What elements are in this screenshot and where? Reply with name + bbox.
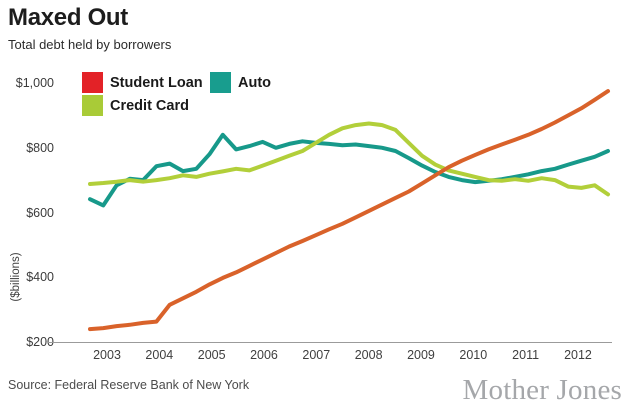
x-axis-tick-label: 2008 <box>354 348 383 362</box>
y-axis-tick-label: $200 <box>26 335 54 349</box>
y-axis-tick-label: $800 <box>26 140 54 155</box>
x-axis-tick-label: 2006 <box>250 348 278 362</box>
legend: Student Loan Auto Credit Card <box>82 72 271 116</box>
legend-label-student-loan: Student Loan <box>110 74 203 91</box>
motherjones-logo: Mother Jones <box>462 374 622 406</box>
chart-area: ($billions) $1,000 $800 $600 $400 $200 2003 2… <box>0 70 630 370</box>
x-axis-tick-label: 2003 <box>93 348 121 362</box>
legend-label-credit-card: Credit Card <box>110 97 189 114</box>
y-axis-tick-label: $600 <box>26 205 54 220</box>
plot-svg <box>88 89 610 332</box>
x-axis-tick-label: 2004 <box>145 348 174 362</box>
x-axis-tick-label: 2007 <box>302 348 331 362</box>
x-axis-tick-label: 2005 <box>197 348 226 362</box>
line-auto <box>88 132 610 208</box>
legend-item-student-loan: Student Loan <box>82 72 210 93</box>
legend-label-auto: Auto <box>238 74 272 91</box>
legend-item-auto: Auto <box>210 72 271 93</box>
line-credit-card <box>88 121 610 197</box>
auto-swatch <box>210 72 231 93</box>
y-axis-tick-label: $400 <box>26 270 54 285</box>
x-axis-tick-label: 2012 <box>564 348 592 362</box>
page-title: Maxed Out <box>8 4 128 31</box>
x-axis-line <box>48 342 612 343</box>
x-axis-tick-label: 2010 <box>459 348 488 362</box>
credit-card-swatch <box>82 95 103 116</box>
legend-item-credit-card: Credit Card <box>82 95 210 116</box>
x-axis-tick-label: 2011 <box>512 348 540 362</box>
page-subtitle: Total debt held by borrowers <box>8 37 172 52</box>
student-loan-swatch <box>82 72 103 93</box>
line-student-loan <box>88 89 610 332</box>
source-note: Source: Federal Reserve Bank of New York <box>8 378 250 392</box>
y-axis-tick-label: $1,000 <box>15 76 54 90</box>
x-axis-tick-label: 2009 <box>407 348 435 362</box>
